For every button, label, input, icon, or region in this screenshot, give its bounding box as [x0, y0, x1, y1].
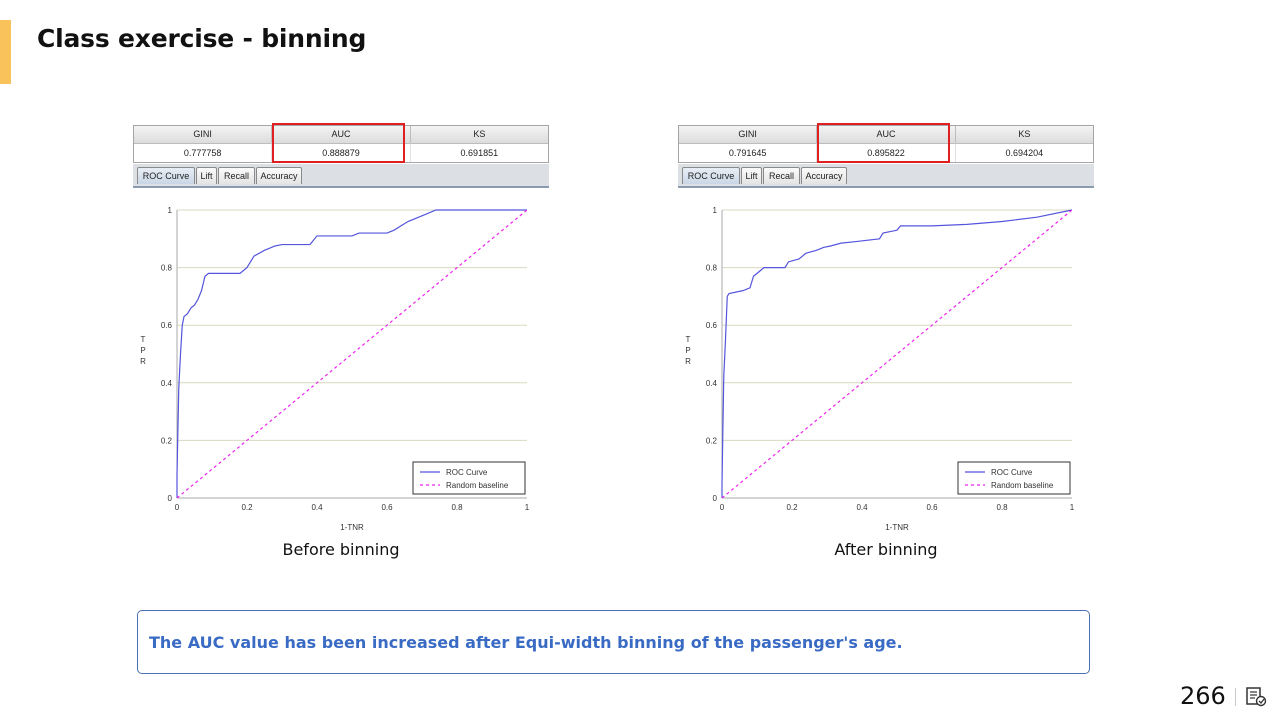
- y-tick-label: 0.4: [161, 379, 173, 388]
- roc-chart: 0 0.2 0.4 0.6 0.8 1 0 0.2 0.4 0.6 0.8 1 1-TNR T P R ROC …: [140, 206, 530, 532]
- title-accent-bar: [0, 20, 11, 84]
- y-tick-label: 0.2: [706, 436, 718, 445]
- tab-lift[interactable]: Lift: [196, 167, 217, 184]
- x-tick-label: 1: [525, 503, 530, 512]
- chart-tabs: ROC Curve Lift Recall Accuracy: [678, 164, 1094, 188]
- legend-label: Random baseline: [991, 481, 1054, 490]
- x-tick-label: 0.4: [311, 503, 323, 512]
- gini-header: GINI: [679, 126, 818, 143]
- chart-caption: After binning: [834, 540, 938, 559]
- page-number: 266: [1180, 682, 1226, 710]
- roc-curve-line: [176, 209, 527, 498]
- tab-accuracy[interactable]: Accuracy: [256, 167, 302, 184]
- x-tick-label: 0.8: [451, 503, 463, 512]
- y-axis-label-char: T: [686, 335, 691, 344]
- x-axis-label: 1-TNR: [885, 523, 909, 532]
- after-binning-panel: GINI AUC KS 0.791645 0.895822 0.694204 R…: [678, 123, 1094, 564]
- roc-chart: 0 0.2 0.4 0.6 0.8 1 0 0.2 0.4 0.6 0.8 1 1-TNR T P R ROC …: [685, 206, 1075, 532]
- ks-value: 0.694204: [955, 143, 1093, 162]
- y-tick-label: 0.8: [161, 264, 173, 273]
- legend-label: Random baseline: [446, 481, 509, 490]
- x-tick-label: 0.8: [996, 503, 1008, 512]
- y-tick-label: 0.2: [161, 436, 173, 445]
- gini-value: 0.791645: [679, 143, 818, 162]
- random-baseline-line: [176, 209, 528, 499]
- x-tick-label: 1: [1070, 503, 1075, 512]
- roc-curve-line: [721, 209, 1073, 498]
- x-tick-label: 0.4: [856, 503, 868, 512]
- slide-notes-icon[interactable]: [1245, 686, 1267, 708]
- legend-label: ROC Curve: [446, 468, 488, 477]
- auc-highlight-box: [817, 123, 950, 163]
- y-tick-label: 0.6: [706, 321, 718, 330]
- conclusion-note: The AUC value has been increased after E…: [137, 610, 1090, 674]
- x-tick-label: 0.2: [786, 503, 798, 512]
- before-binning-panel: GINI AUC KS 0.777758 0.888879 0.691851 R…: [133, 123, 549, 564]
- tab-recall[interactable]: Recall: [218, 167, 255, 184]
- tab-lift[interactable]: Lift: [741, 167, 762, 184]
- chart-tabs: ROC Curve Lift Recall Accuracy: [133, 164, 549, 188]
- y-axis-label-char: P: [140, 346, 145, 355]
- auc-header: AUC: [817, 126, 956, 143]
- conclusion-text: The AUC value has been increased after E…: [149, 633, 903, 652]
- auc-value: 0.888879: [272, 143, 411, 162]
- ks-value: 0.691851: [410, 143, 548, 162]
- x-tick-label: 0.6: [381, 503, 393, 512]
- y-axis-label-char: R: [685, 357, 691, 366]
- ks-header: KS: [955, 126, 1093, 143]
- y-axis-label-char: T: [141, 335, 146, 344]
- y-axis-label-char: P: [685, 346, 690, 355]
- legend-label: ROC Curve: [991, 468, 1033, 477]
- tab-roc-curve[interactable]: ROC Curve: [137, 167, 195, 184]
- x-tick-label: 0: [720, 503, 725, 512]
- slide-title: Class exercise - binning: [37, 24, 367, 53]
- x-tick-label: 0.2: [241, 503, 253, 512]
- gini-value: 0.777758: [134, 143, 273, 162]
- y-tick-label: 0: [713, 494, 718, 503]
- metrics-table: GINI AUC KS 0.777758 0.888879 0.691851: [133, 125, 549, 163]
- y-tick-label: 0.4: [706, 379, 718, 388]
- auc-highlight-box: [272, 123, 405, 163]
- gini-header: GINI: [134, 126, 273, 143]
- y-tick-label: 0: [168, 494, 173, 503]
- y-tick-label: 0.8: [706, 264, 718, 273]
- auc-header: AUC: [272, 126, 411, 143]
- y-tick-label: 0.6: [161, 321, 173, 330]
- chart-caption: Before binning: [282, 540, 400, 559]
- tab-accuracy[interactable]: Accuracy: [801, 167, 847, 184]
- y-tick-label: 1: [713, 206, 718, 215]
- chart-legend: [957, 461, 1071, 495]
- x-axis-label: 1-TNR: [340, 523, 364, 532]
- random-baseline-line: [721, 209, 1073, 499]
- tab-roc-curve[interactable]: ROC Curve: [682, 167, 740, 184]
- footer-divider: [1235, 688, 1236, 706]
- metrics-table: GINI AUC KS 0.791645 0.895822 0.694204: [678, 125, 1094, 163]
- x-tick-label: 0.6: [926, 503, 938, 512]
- y-tick-label: 1: [168, 206, 173, 215]
- y-axis-label-char: R: [140, 357, 146, 366]
- x-tick-label: 0: [175, 503, 180, 512]
- auc-value: 0.895822: [817, 143, 956, 162]
- chart-legend: [412, 461, 526, 495]
- tab-recall[interactable]: Recall: [763, 167, 800, 184]
- ks-header: KS: [410, 126, 548, 143]
